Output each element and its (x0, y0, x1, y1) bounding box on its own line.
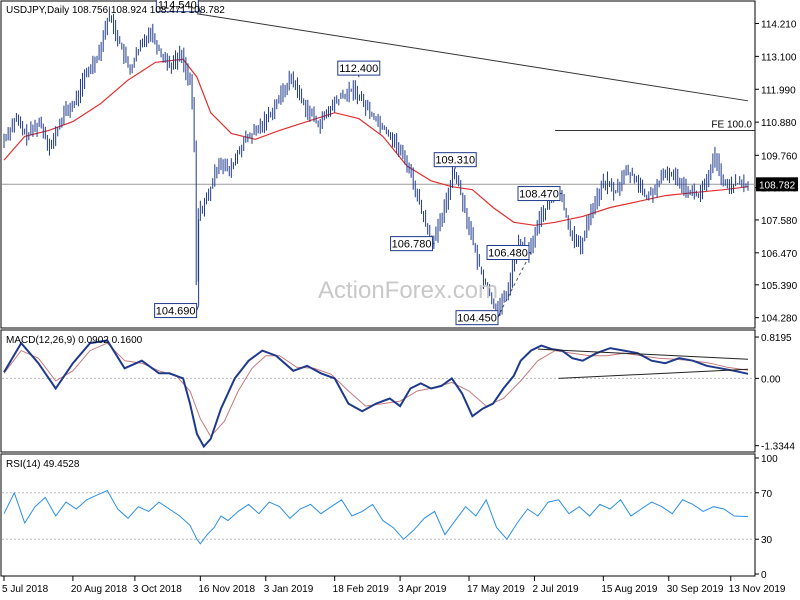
x-axis: 5 Jul 2018 20 Aug 2018 3 Oct 2018 16 Nov 20… (2, 576, 786, 595)
y-tick-label: -1.3344 (761, 442, 795, 453)
watermark: ActionForex.com (318, 277, 498, 304)
price-panel: 114.210113.100111.990110.880109.760108.6… (2, 0, 798, 326)
annotation-label: 104.450 (457, 313, 497, 325)
y-tick-label: 100 (761, 454, 778, 465)
x-tick-label: 3 Jan 2019 (264, 584, 314, 595)
rsi-title: RSI(14) 49.4528 (6, 459, 80, 470)
rsi-panel: 100 70 30 0 (2, 454, 778, 581)
trendline (196, 13, 749, 102)
macd-trendline (537, 348, 749, 360)
x-tick-label: 16 Nov 2018 (198, 584, 255, 595)
support-line (499, 252, 532, 313)
x-tick-label: 20 Aug 2018 (71, 584, 128, 595)
x-tick-label: 15 Aug 2019 (601, 584, 658, 595)
x-tick-label: 18 Feb 2019 (333, 584, 390, 595)
macd-title: MACD(12,26,9) 0.0902 0.1600 (6, 335, 143, 346)
annotation-connector (197, 4, 201, 14)
price-title: USDJPY,Daily 108.756 108.924 108.471 108… (6, 5, 225, 16)
y-tick-label: 30 (761, 535, 773, 546)
y-tick-label: 0 (761, 570, 767, 581)
x-tick-label: 2 Jul 2019 (532, 584, 579, 595)
y-tick-label: 70 (761, 489, 773, 500)
x-tick-label: 5 Jul 2018 (2, 584, 49, 595)
y-tick-label: 106.470 (761, 249, 798, 260)
macd-trendline (558, 368, 749, 379)
x-tick-label: 17 May 2019 (467, 584, 525, 595)
x-tick-label: 3 Apr 2019 (398, 584, 447, 595)
y-tick-label: 107.580 (761, 216, 798, 227)
y-tick-label: 110.880 (761, 118, 797, 129)
x-tick-label: 30 Sep 2019 (667, 584, 724, 595)
macd-panel-frame (0, 329, 756, 453)
moving-average-line (3, 58, 749, 226)
y-tick-label: 0.00 (761, 374, 781, 385)
y-tick-label: 0.8195 (761, 333, 792, 344)
annotation-label: 109.310 (435, 155, 475, 167)
macd-panel: 0.8195 0.00 -1.3344 (2, 333, 795, 453)
current-price-label: 108.782 (759, 180, 796, 191)
y-tick-label: 105.390 (761, 281, 798, 292)
y-tick-label: 114.210 (761, 19, 797, 30)
fe-label: FE 100.0 (711, 119, 752, 130)
annotation-label: 106.780 (392, 239, 432, 251)
current-price-box (756, 177, 798, 192)
panel-frames (0, 0, 756, 577)
macd-signal-line (3, 342, 749, 438)
annotation-label: 104.690 (156, 306, 196, 318)
annotation-connector (497, 312, 501, 318)
x-tick-label: 3 Oct 2018 (133, 584, 182, 595)
x-tick-label: 13 Nov 2019 (729, 584, 786, 595)
macd-line (3, 339, 749, 449)
annotation-label: 114.540 (158, 0, 197, 12)
y-tick-label: 104.280 (761, 314, 798, 325)
y-tick-label: 109.760 (761, 151, 798, 162)
annotation-label: 108.470 (519, 189, 559, 201)
annotation-label: 112.400 (339, 63, 378, 75)
rsi-panel-frame (0, 453, 756, 577)
y-tick-label: 113.100 (761, 52, 797, 63)
rsi-line (3, 489, 749, 545)
price-panel-frame (0, 0, 756, 329)
y-tick-label: 111.990 (761, 85, 796, 96)
annotation-label: 106.480 (488, 248, 528, 260)
annotation-connector (196, 305, 200, 311)
